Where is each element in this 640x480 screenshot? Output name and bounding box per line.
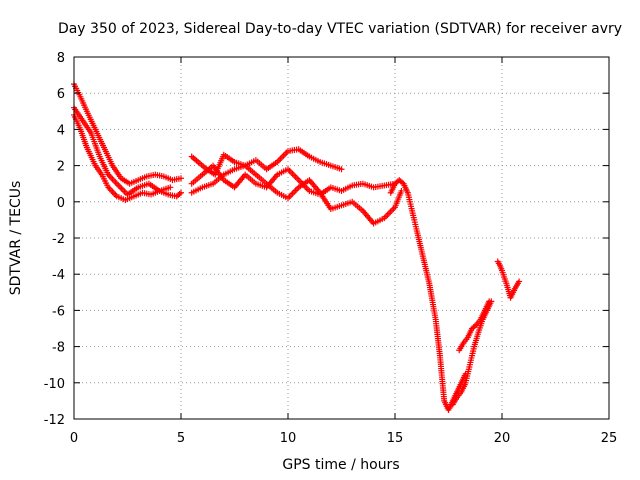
x-tick-label: 5 (177, 431, 185, 446)
y-tick-label: -10 (44, 377, 65, 392)
axis-ticks (73, 56, 610, 420)
data-point (338, 166, 345, 173)
data-point (178, 189, 184, 196)
y-tick-label: 4 (57, 123, 65, 138)
y-tick-label: -8 (52, 341, 65, 356)
data-point (167, 184, 174, 191)
y-tick-labels: -12 -10 -8 -6 -4 -2 0 2 4 6 8 (44, 51, 65, 428)
y-tick-label: -6 (52, 304, 65, 319)
y-tick-label: 6 (57, 87, 65, 102)
x-tick-label: 15 (387, 431, 404, 446)
y-tick-label: 2 (57, 160, 65, 175)
x-axis-label: GPS time / hours (282, 457, 399, 473)
data-points (71, 81, 523, 413)
y-tick-label: 0 (57, 196, 65, 211)
y-axis-label: SDTVAR / TECUs (8, 181, 24, 296)
x-tick-labels: 0 5 10 15 20 25 (70, 431, 617, 446)
x-tick-label: 10 (280, 431, 297, 446)
chart-title: Day 350 of 2023, Sidereal Day-to-day VTE… (58, 21, 622, 37)
y-tick-label: -4 (52, 268, 65, 283)
x-tick-label: 20 (494, 431, 511, 446)
x-tick-label: 0 (70, 431, 78, 446)
y-tick-label: -2 (52, 232, 65, 247)
data-point (178, 175, 184, 182)
y-tick-label: -12 (44, 413, 65, 428)
data-point (486, 298, 493, 305)
data-point (398, 187, 405, 194)
y-tick-label: 8 (57, 51, 65, 66)
gridlines (74, 57, 609, 419)
x-tick-label: 25 (601, 431, 618, 446)
data-point (516, 278, 523, 285)
